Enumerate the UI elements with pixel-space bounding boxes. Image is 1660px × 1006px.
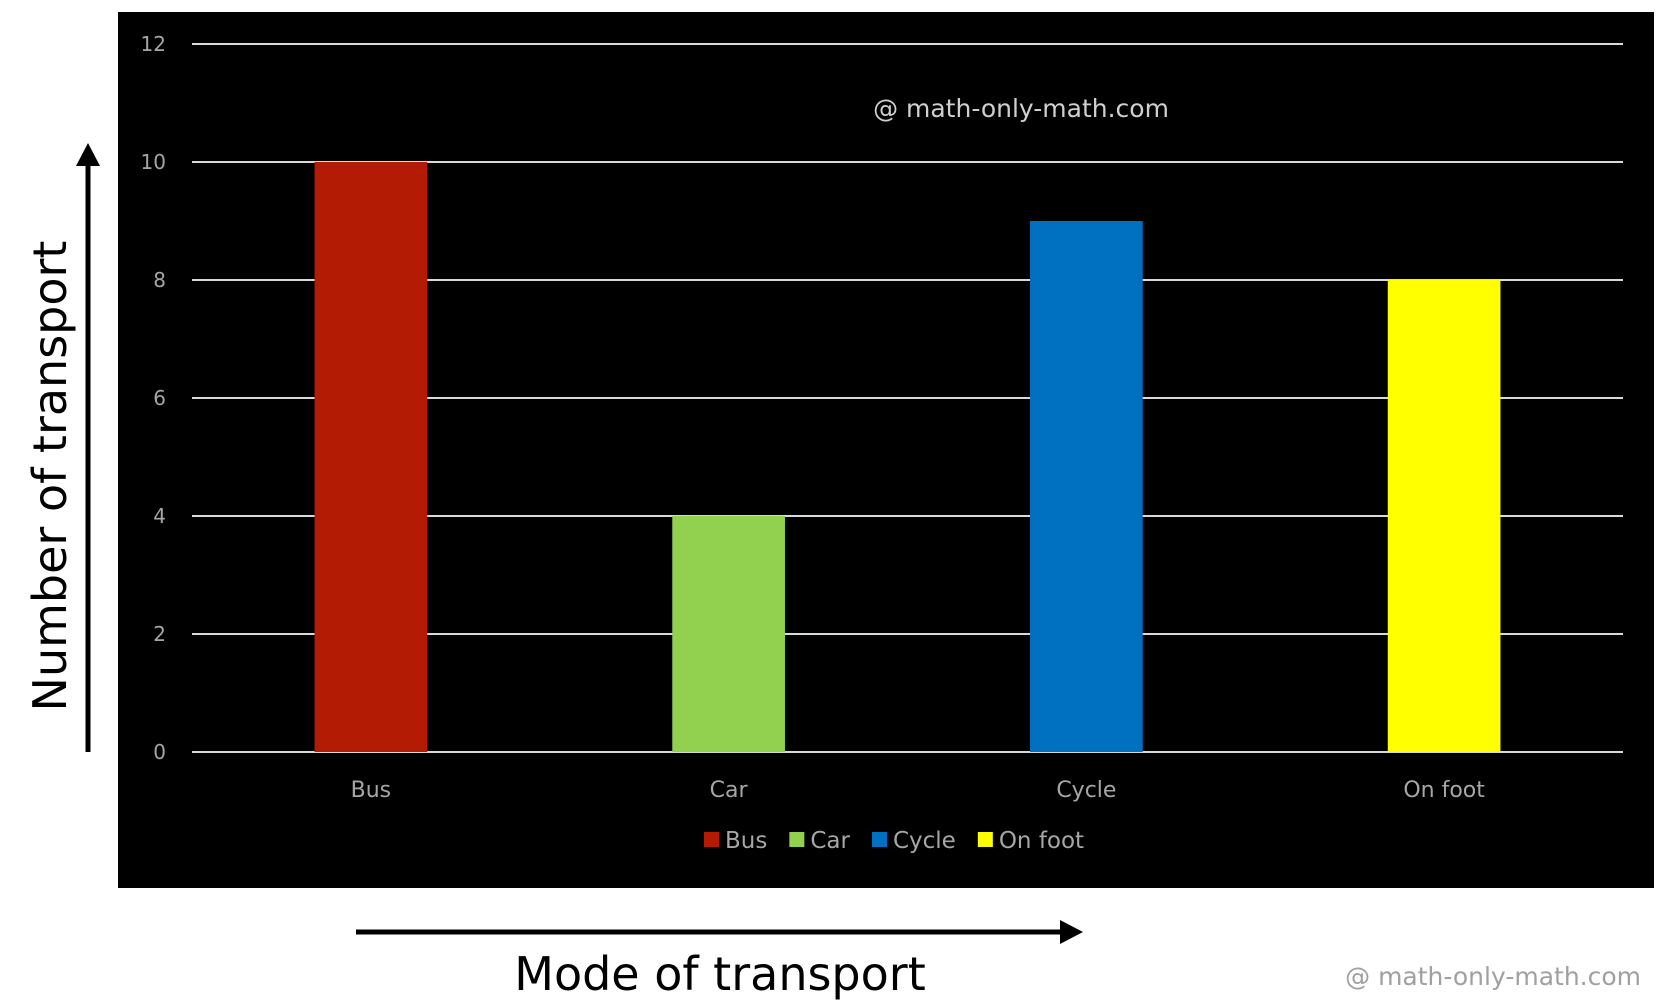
- legend-swatch: [871, 832, 887, 847]
- y-tick-label: 2: [153, 622, 166, 646]
- legend-swatch: [789, 832, 805, 847]
- legend-label: Cycle: [893, 828, 956, 854]
- x-category-label: Bus: [351, 778, 392, 803]
- legend-label: Car: [810, 828, 850, 854]
- x-axis-categories: Bus Car Cycle On foot: [351, 778, 1486, 803]
- bars: [314, 162, 1501, 752]
- legend-swatch: [977, 832, 993, 847]
- legend-swatch: [704, 832, 719, 847]
- x-category-label: On foot: [1403, 778, 1485, 803]
- x-axis-arrowhead: [1060, 920, 1083, 944]
- gridlines: [192, 43, 1623, 753]
- legend-label: On foot: [999, 828, 1084, 854]
- y-axis-title: Number of transport: [23, 241, 77, 712]
- y-tick-label: 10: [141, 150, 166, 174]
- x-category-label: Car: [710, 778, 749, 803]
- bar-bus: [314, 162, 428, 752]
- y-axis-arrowhead: [76, 143, 100, 166]
- watermark-outside: @ math-only-math.com: [1345, 962, 1641, 991]
- bar-on-foot: [1387, 280, 1501, 752]
- legend: Bus Car Cycle On foot: [704, 828, 1084, 854]
- x-axis-title: Mode of transport: [514, 947, 925, 1001]
- bar-car: [672, 516, 785, 752]
- y-tick-label: 8: [153, 268, 166, 292]
- y-tick-label: 12: [141, 32, 166, 56]
- watermark-inside: @ math-only-math.com: [873, 94, 1169, 123]
- x-category-label: Cycle: [1056, 778, 1116, 803]
- y-tick-label: 6: [153, 386, 166, 410]
- y-axis-ticks: 0 2 4 6 8 10 12: [141, 32, 166, 764]
- bar-cycle: [1030, 221, 1143, 752]
- y-tick-label: 0: [153, 740, 166, 764]
- legend-label: Bus: [725, 828, 767, 854]
- y-tick-label: 4: [153, 504, 166, 528]
